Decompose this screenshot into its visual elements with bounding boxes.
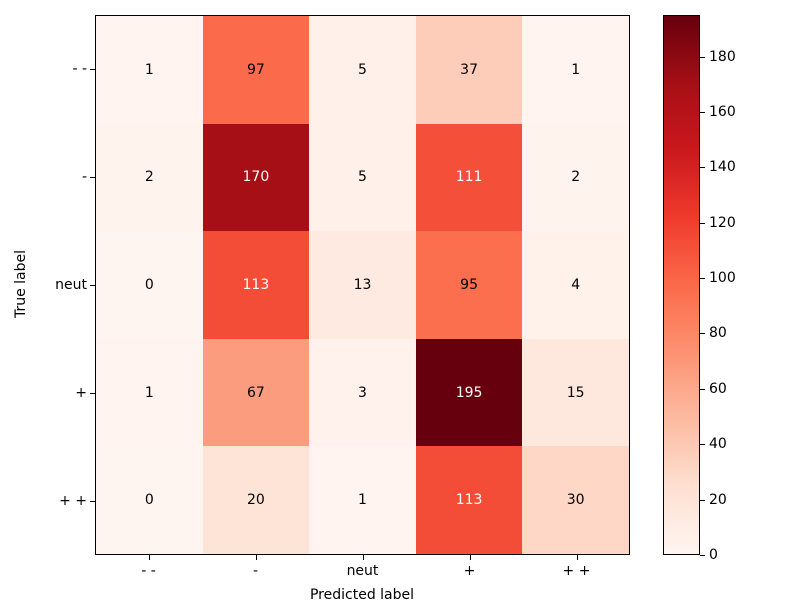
heatmap-cell: 97 [202,16,310,124]
colorbar-tick-label: 60 [709,380,727,397]
cell-value: 20 [246,492,265,509]
heatmap-cell: 2 [96,123,203,232]
heatmap-cell: 111 [415,123,523,232]
heatmap-cell: 15 [522,338,629,447]
colorbar-tick-label: 120 [709,214,736,231]
colorbar-tick-mark [700,278,705,280]
heatmap-cell: 1 [309,446,416,554]
heatmap-cell: 1 [96,338,203,447]
x-tick-mark [469,555,471,560]
colorbar-tick-label: 100 [709,270,736,287]
cell-value: 1 [358,492,367,509]
heatmap-cell: 0 [96,231,203,339]
cell-value: 95 [460,276,478,293]
heatmap-cell: 4 [522,231,629,339]
y-tick-label: - [81,169,87,185]
heatmap-cell: 95 [415,231,523,339]
colorbar [663,15,700,555]
x-tick-mark [576,555,578,560]
y-tick-mark [90,69,95,70]
colorbar-tick-mark [700,555,705,556]
colorbar-tick-label: 20 [709,491,727,508]
y-axis-label: True label [13,249,29,319]
heatmap-cell: 195 [415,338,523,447]
cell-value: 15 [566,384,585,401]
colorbar-tick-label: 180 [709,48,736,65]
heatmap-cell: 0 [96,446,203,554]
cell-value: 2 [144,169,154,186]
colorbar-tick-label: 80 [709,325,727,342]
x-tick-label: + [463,563,476,579]
cell-value: 0 [144,276,154,293]
heatmap-cell: 13 [309,231,416,339]
y-tick-mark [90,393,95,394]
cell-value: 170 [242,169,270,186]
cell-value: 2 [571,169,581,186]
heatmap-cell: 37 [415,16,523,124]
colorbar-tick-label: 40 [709,436,727,453]
colorbar-tick-mark [700,56,705,58]
cell-value: 0 [144,492,154,509]
heatmap-cell: 113 [415,446,523,554]
heatmap-cell: 1 [96,16,203,124]
cell-value: 113 [242,276,270,293]
x-tick-label: - [252,563,259,579]
y-tick-label: neut [55,277,87,293]
heatmap-cell: 67 [202,338,310,447]
x-tick-mark [362,555,364,560]
heatmap-cell: 5 [309,16,416,124]
x-tick-mark [255,555,257,560]
cell-value: 195 [455,384,483,401]
y-tick-label: + + [59,493,87,509]
cell-value: 4 [571,276,581,293]
y-tick-mark [90,177,95,178]
y-tick-mark [90,285,95,286]
cell-value: 1 [144,61,154,78]
colorbar-tick-mark [700,333,705,335]
x-tick-mark [148,555,150,560]
heatmap-cell: 3 [309,338,416,447]
x-tick-label: - - [141,563,156,579]
cell-value: 3 [358,384,367,401]
y-tick-label: + [75,385,87,401]
colorbar-tick-mark [700,222,705,224]
colorbar-tick-mark [700,111,705,113]
y-tick-mark [90,501,95,502]
colorbar-tick-label: 0 [709,547,718,563]
heatmap-cell: 5 [309,123,416,232]
cell-value: 5 [358,61,367,78]
heatmap-cell: 113 [202,231,310,339]
cell-value: 1 [144,384,154,401]
y-tick-label: - - [72,61,87,77]
cell-value: 111 [455,169,483,186]
cell-value: 97 [246,61,265,78]
cell-value: 113 [455,492,483,509]
colorbar-tick-label: 140 [709,159,736,176]
cell-value: 1 [571,61,581,78]
heatmap-cell: 30 [522,446,629,554]
colorbar-tick-mark [700,499,705,501]
heatmap-cell: 1 [522,16,629,124]
cell-value: 5 [358,169,367,186]
colorbar-tick-mark [700,388,705,390]
heatmap-cell: 170 [202,123,310,232]
colorbar-tick-mark [700,167,705,169]
x-tick-label: neut [346,563,379,579]
colorbar-tick-mark [700,444,705,446]
cell-value: 30 [566,492,585,509]
colorbar-tick-label: 160 [709,103,736,120]
x-axis-label: Predicted label [309,587,415,600]
x-tick-label: + + [562,563,591,579]
cell-value: 67 [246,384,265,401]
cell-value: 37 [460,61,478,78]
heatmap-cell: 2 [522,123,629,232]
heatmap-cell: 20 [202,446,310,554]
cell-value: 13 [353,276,372,293]
heatmap-grid: 1 97 5 37 1 2 170 5 111 2 0 113 13 95 4 1 67 3 195 15 0 20 1 11… [95,15,630,555]
